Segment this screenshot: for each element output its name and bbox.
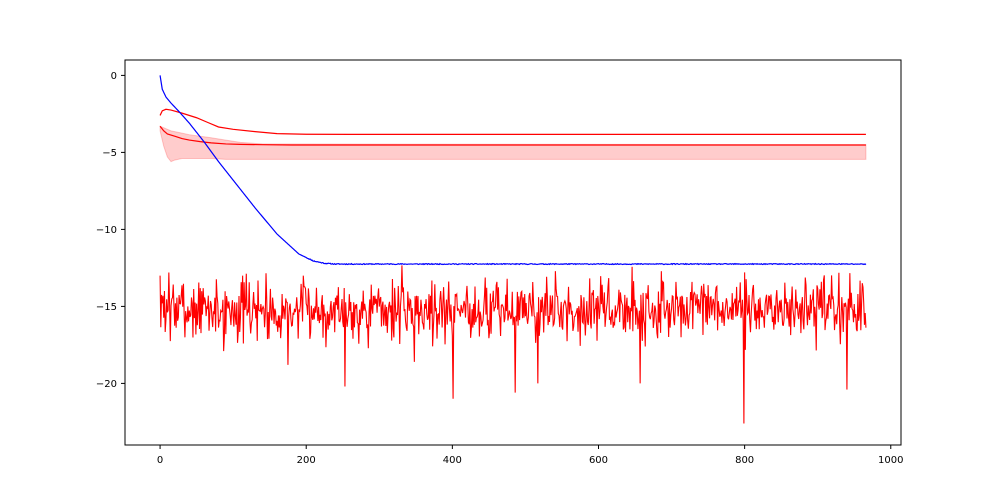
plot-area-frame	[124, 59, 902, 446]
x-tick-label: 400	[443, 455, 462, 466]
confidence-band	[159, 125, 867, 163]
noise-series-line	[159, 265, 867, 424]
x-tick-label: 200	[297, 455, 316, 466]
x-tick-label: 0	[157, 455, 163, 466]
series-line-1	[159, 125, 866, 146]
y-axis: 0 −5 −10 −15 −20	[96, 71, 125, 390]
y-tick-label: 0	[111, 71, 117, 82]
y-tick-label: −20	[96, 379, 117, 390]
y-tick-label: −15	[96, 302, 117, 313]
y-tick-label: −10	[96, 225, 117, 236]
series-layer	[159, 75, 867, 424]
series-line-2	[159, 108, 866, 135]
x-axis: 0 200 400 600 800 1000	[157, 445, 903, 466]
x-tick-label: 800	[735, 455, 754, 466]
series-line-3	[159, 75, 867, 266]
x-tick-label: 600	[589, 455, 608, 466]
y-tick-label: −5	[102, 148, 117, 159]
x-tick-label: 1000	[878, 455, 903, 466]
